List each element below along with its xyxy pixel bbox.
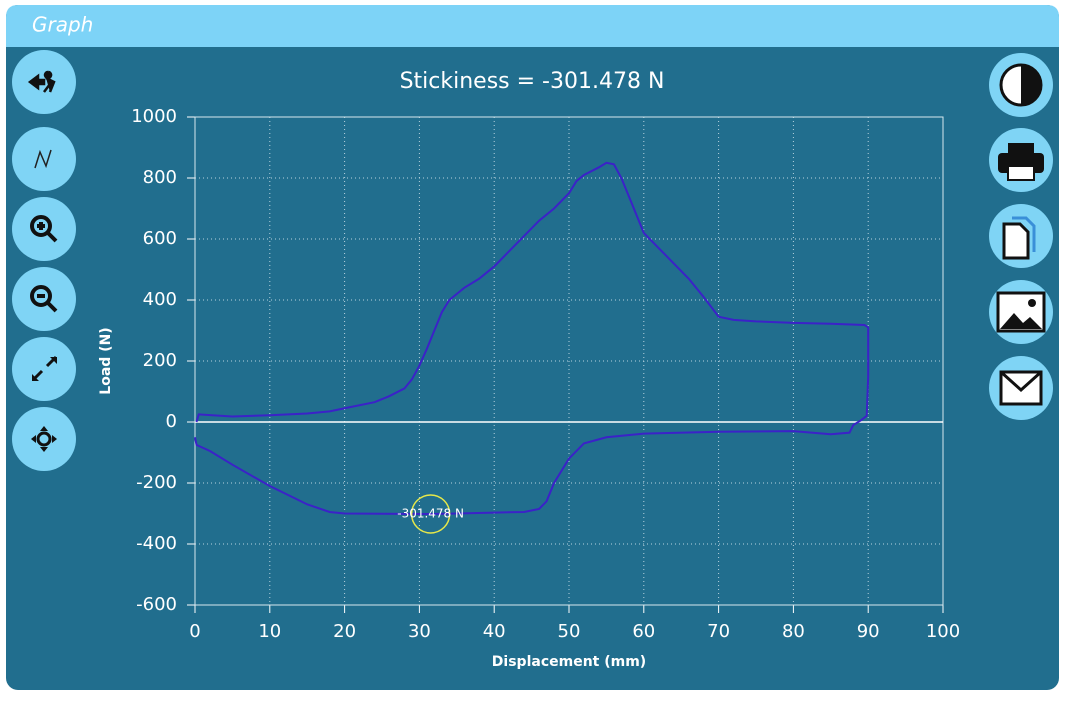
- copy-button[interactable]: [989, 204, 1053, 268]
- x-tick-label: 100: [926, 621, 960, 642]
- exit-button[interactable]: [12, 50, 76, 114]
- y-tick-label: -400: [136, 533, 177, 554]
- annotation-marker: [410, 494, 451, 534]
- x-tick-label: 20: [333, 621, 356, 642]
- plot-frame: [194, 116, 944, 606]
- y-tick-label: 600: [143, 228, 177, 249]
- chart-title: Stickiness = -301.478 N: [400, 69, 665, 94]
- x-tick-label: 40: [483, 621, 506, 642]
- image-button[interactable]: [989, 280, 1053, 344]
- y-axis-label: Load (N): [98, 327, 114, 394]
- y-tick-label: 200: [143, 350, 177, 371]
- y-tick-label: 800: [143, 167, 177, 188]
- plot-area: -600 -400 -200 0 200 400 600 800 1000 0 10 20 30 40 50…: [131, 106, 960, 642]
- y-tick-label: -200: [136, 472, 177, 493]
- header-bar: [6, 5, 1059, 47]
- annotation-label: -301.478 N: [397, 506, 464, 520]
- header-title: Graph: [32, 13, 93, 37]
- expand-button[interactable]: [12, 337, 76, 401]
- y-tick-label: 1000: [131, 106, 177, 127]
- x-tick-label: 70: [707, 621, 730, 642]
- x-tick-label: 80: [782, 621, 805, 642]
- x-tick-label: 10: [258, 621, 281, 642]
- toolbar-left: [12, 50, 76, 471]
- zoom-out-button[interactable]: [12, 267, 76, 331]
- email-button[interactable]: [989, 356, 1053, 420]
- pan-button[interactable]: [12, 407, 76, 471]
- toolbar-right: [989, 53, 1053, 420]
- x-axis-label: Displacement (mm): [492, 654, 646, 670]
- x-tick-label: 60: [632, 621, 655, 642]
- print-button[interactable]: [989, 128, 1053, 192]
- x-tick-label: 30: [408, 621, 431, 642]
- contrast-button[interactable]: [989, 53, 1053, 117]
- line-button[interactable]: [12, 127, 76, 191]
- y-tick-label: -600: [136, 594, 177, 615]
- y-tick-label: 0: [166, 411, 177, 432]
- x-tick-label: 0: [189, 621, 200, 642]
- panel: [6, 5, 1059, 690]
- x-tick-label: 50: [558, 621, 581, 642]
- y-tick-label: 400: [143, 289, 177, 310]
- x-tick-label: 90: [857, 621, 880, 642]
- data-line: [194, 161, 870, 515]
- zoom-in-button[interactable]: [12, 197, 76, 261]
